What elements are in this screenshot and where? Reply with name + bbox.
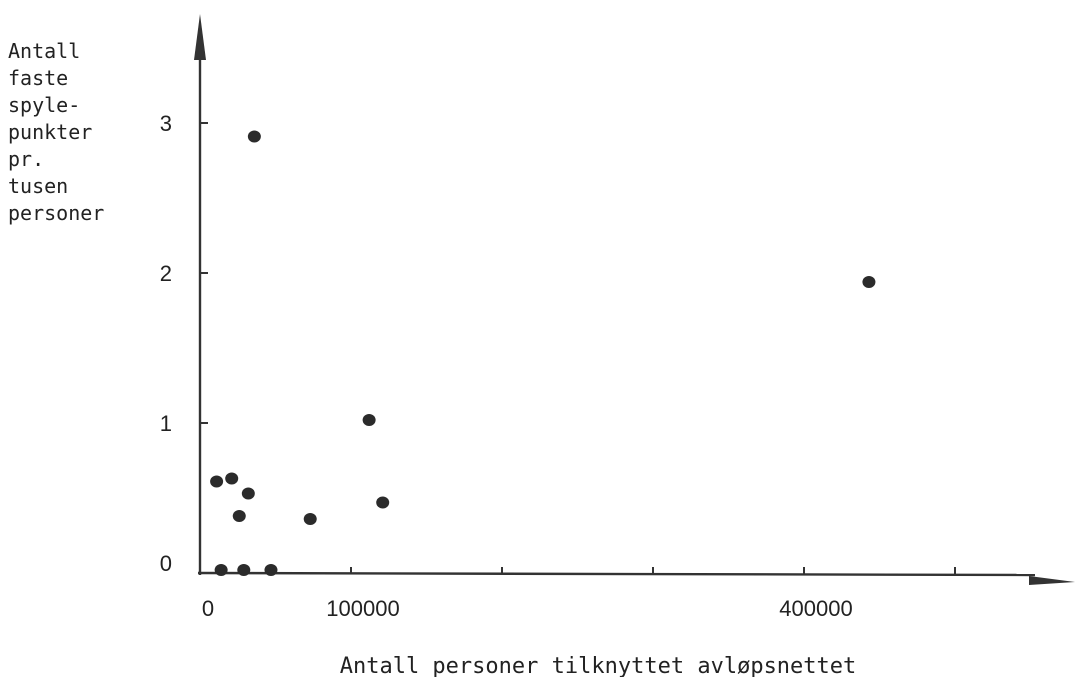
y-tick-label: 2	[160, 261, 172, 286]
data-point	[225, 472, 239, 485]
data-point	[376, 496, 390, 509]
data-point	[232, 510, 246, 522]
y-axis-label: Antall faste spyle- punkter pr. tusen pe…	[8, 38, 104, 227]
ticks	[200, 122, 956, 574]
y-tick-label: 1	[160, 411, 172, 436]
data-point	[237, 564, 251, 576]
y-axis-label-line: faste	[8, 66, 69, 90]
data-point	[303, 513, 317, 525]
y-axis-label-line: pr.	[8, 147, 45, 171]
x-tick-label: 0	[202, 596, 214, 621]
data-point	[264, 564, 278, 576]
data-point	[362, 414, 376, 426]
x-axis-label: Antall personer tilknyttet avløpsnettet	[340, 654, 857, 677]
axes	[194, 14, 1075, 585]
data-point	[214, 564, 228, 576]
data-point	[862, 276, 876, 288]
y-axis-label-line: tusen	[8, 174, 69, 198]
y-axis-label-line: Antall	[8, 39, 81, 63]
x-axis-arrow	[1029, 576, 1075, 585]
x-tick-label: 100000	[326, 596, 399, 621]
data-point	[247, 130, 261, 143]
data-points	[210, 130, 876, 576]
data-point	[210, 475, 224, 488]
y-tick-label: 0	[160, 551, 172, 576]
x-tick-label: 400000	[779, 596, 852, 621]
tick-labels: 0 100000 400000 0 1 2 3	[160, 111, 853, 621]
y-axis-label-line: spyle-	[8, 93, 81, 117]
x-axis-line	[197, 571, 1036, 577]
y-axis-label-line: punkter	[8, 120, 93, 144]
y-axis-arrow	[194, 14, 206, 60]
data-point	[241, 487, 255, 500]
y-tick-label: 3	[160, 111, 172, 136]
y-axis-label-line: personer	[8, 201, 105, 225]
